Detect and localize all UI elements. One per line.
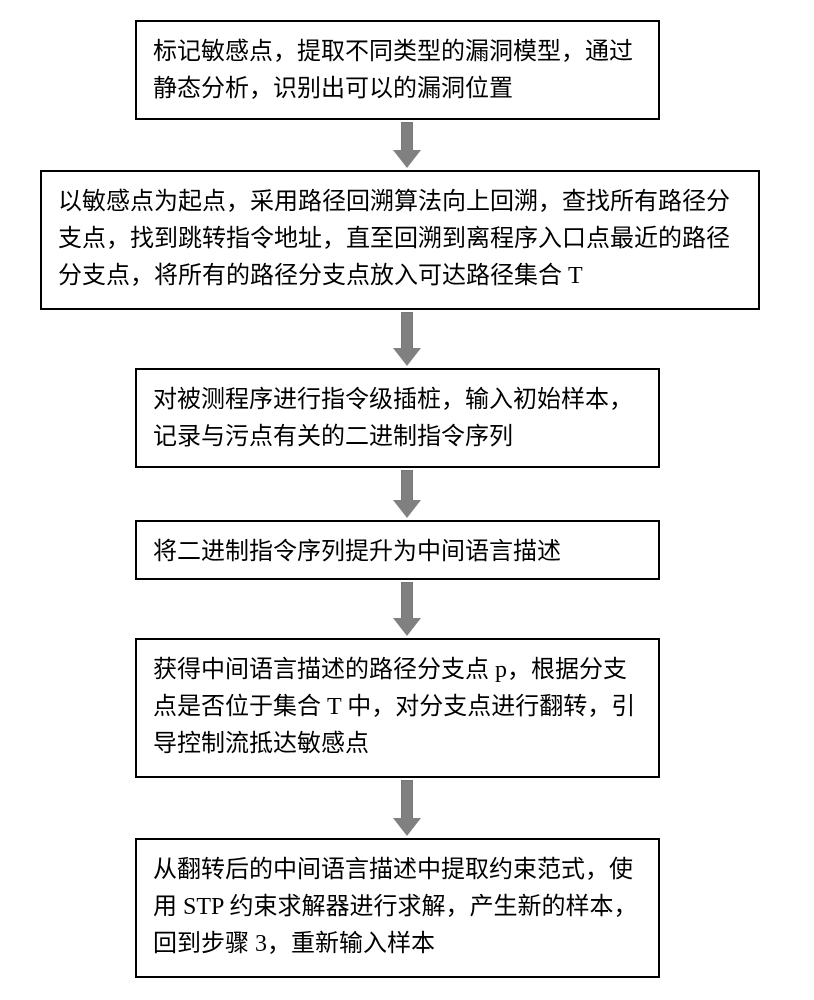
flow-node-4-text: 将二进制指令序列提升为中间语言描述 — [153, 539, 561, 565]
flowchart-container: 标记敏感点，提取不同类型的漏洞模型，通过静态分析，识别出可以的漏洞位置 以敏感点… — [0, 0, 814, 1000]
flow-node-1: 标记敏感点，提取不同类型的漏洞模型，通过静态分析，识别出可以的漏洞位置 — [135, 20, 660, 120]
flow-node-1-text: 标记敏感点，提取不同类型的漏洞模型，通过静态分析，识别出可以的漏洞位置 — [153, 39, 633, 102]
flow-node-3-text: 对被测程序进行指令级插桩，输入初始样本，记录与污点有关的二进制指令序列 — [153, 387, 633, 450]
flow-node-3: 对被测程序进行指令级插桩，输入初始样本，记录与污点有关的二进制指令序列 — [135, 368, 660, 468]
flow-node-2: 以敏感点为起点，采用路径回溯算法向上回溯，查找所有路径分支点，找到跳转指令地址，… — [40, 170, 760, 310]
flow-node-5: 获得中间语言描述的路径分支点 p，根据分支点是否位于集合 T 中，对分支点进行翻… — [135, 638, 660, 778]
flow-node-6-text: 从翻转后的中间语言描述中提取约束范式，使用 STP 约束求解器进行求解，产生新的… — [153, 857, 637, 957]
flow-node-6: 从翻转后的中间语言描述中提取约束范式，使用 STP 约束求解器进行求解，产生新的… — [135, 838, 660, 978]
flow-node-4: 将二进制指令序列提升为中间语言描述 — [135, 520, 660, 580]
flow-node-2-text: 以敏感点为起点，采用路径回溯算法向上回溯，查找所有路径分支点，找到跳转指令地址，… — [58, 189, 730, 289]
flow-node-5-text: 获得中间语言描述的路径分支点 p，根据分支点是否位于集合 T 中，对分支点进行翻… — [153, 657, 635, 757]
